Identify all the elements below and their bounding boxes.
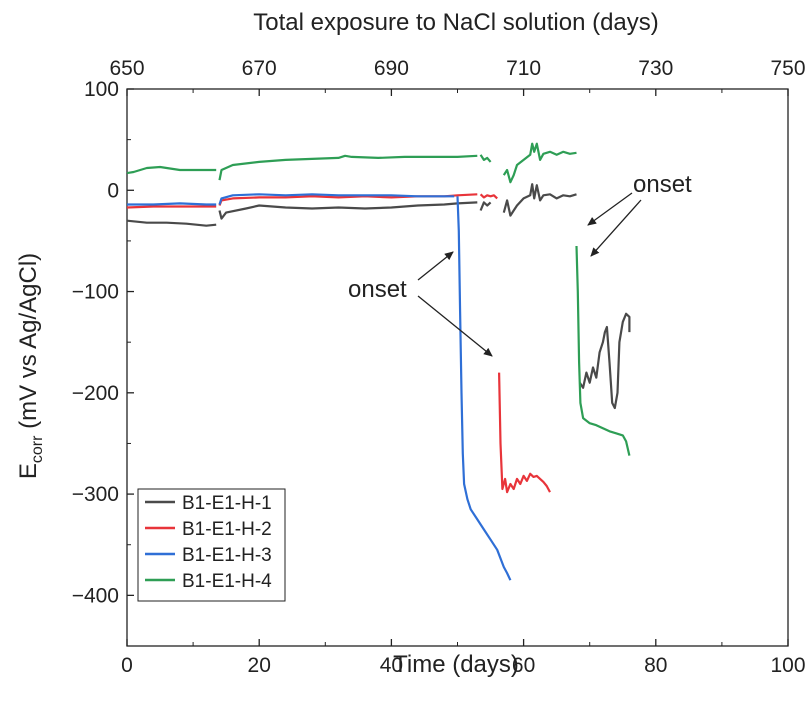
- series-b1-e1-h-3: [127, 193, 512, 581]
- x-tick-label: 40: [380, 654, 403, 677]
- top-tick-label: 650: [109, 57, 144, 80]
- series-line-segment: [498, 372, 551, 494]
- onset-arrow: [417, 295, 493, 357]
- series-line-segment: [126, 165, 217, 175]
- x-tick-label: 20: [248, 654, 271, 677]
- y-tick-label: −100: [72, 281, 119, 304]
- y-tick-label: −300: [72, 483, 119, 506]
- onset-arrow: [590, 199, 642, 257]
- data-layer: [126, 142, 631, 581]
- y-tick-label: 100: [84, 78, 119, 101]
- series-line-segment: [456, 196, 512, 581]
- series-line-segment: [218, 193, 455, 205]
- onset-annotation-right: onset: [633, 171, 692, 198]
- series-line-segment: [479, 154, 492, 163]
- series-b1-e1-h-1: [126, 183, 631, 410]
- series-line-segment: [126, 219, 217, 227]
- series-line-segment: [575, 245, 631, 456]
- series-line-segment: [479, 201, 492, 211]
- series-line-segment: [218, 154, 478, 181]
- y-axis-title-main: E: [15, 463, 42, 479]
- x-tick-label: 100: [770, 654, 805, 677]
- x-tick-label: 0: [121, 654, 133, 677]
- series-line-segment: [126, 205, 217, 209]
- y-tick-label: −400: [72, 584, 119, 607]
- y-axis-title: Ecorr (mV vs Ag/AgCl): [15, 253, 46, 479]
- series-b1-e1-h-2: [126, 193, 551, 494]
- series-b1-e1-h-4: [126, 142, 631, 456]
- legend-label: B1-E1-H-4: [182, 571, 272, 592]
- annotation-layer: onset onset: [348, 171, 692, 357]
- y-axis-title-subscript: corr: [29, 435, 46, 463]
- y-tick-label: 0: [107, 179, 119, 202]
- series-line-segment: [218, 201, 478, 220]
- top-tick-label: 750: [770, 57, 805, 80]
- legend-box: [137, 488, 286, 602]
- onset-arrow: [417, 251, 454, 281]
- x-tick-label: 60: [512, 654, 535, 677]
- legend-label: B1-E1-H-2: [182, 519, 272, 540]
- y-tick-label: −200: [72, 382, 119, 405]
- top-tick-label: 670: [242, 57, 277, 80]
- series-line-segment: [479, 193, 498, 200]
- legend: B1-E1-H-1 B1-E1-H-2 B1-E1-H-3 B1-E1-H-4: [137, 488, 286, 602]
- top-tick-label: 730: [638, 57, 673, 80]
- legend-label: B1-E1-H-3: [182, 545, 272, 566]
- top-axis-title: Total exposure to NaCl solution (days): [253, 9, 659, 36]
- series-line-segment: [127, 202, 217, 206]
- series-line-segment: [578, 312, 631, 410]
- x-axis-title: Time (days): [393, 651, 519, 678]
- top-tick-label: 710: [506, 57, 541, 80]
- top-tick-label: 690: [374, 57, 409, 80]
- series-line-segment: [502, 183, 577, 217]
- x-tick-label: 80: [644, 654, 667, 677]
- onset-annotation-left: onset: [348, 276, 407, 303]
- legend-label: B1-E1-H-1: [182, 493, 272, 514]
- onset-arrow: [587, 192, 633, 226]
- series-line-segment: [502, 142, 577, 184]
- y-axis-title-rest: (mV vs Ag/AgCl): [15, 253, 42, 436]
